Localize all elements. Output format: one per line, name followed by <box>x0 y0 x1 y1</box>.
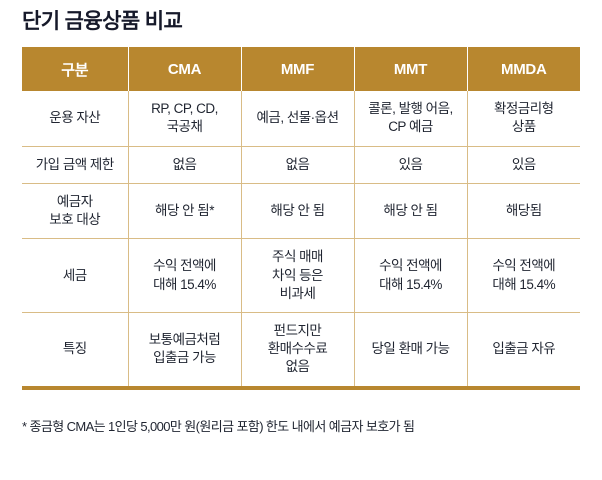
cell-mmda-r3: 해당됨 <box>467 183 580 240</box>
table-row: 가입 금액 제한 없음 없음 있음 있음 <box>22 146 580 184</box>
cell-text-line: 주식 매매 <box>272 249 323 265</box>
cell-text-line: 해당 안 됨 <box>383 203 438 219</box>
cell-text-line: 국공채 <box>166 119 203 135</box>
table-body: 운용 자산 RP, CP, CD, 국공채 예금, 선물·옵션 콜론, 발행 어음, CP… <box>22 91 580 388</box>
cell-text-line: 콜론, 발행 어음, <box>368 101 453 117</box>
short-term-financial-products-table: 구분 CMA MMF MMT MMDA 운용 자산 RP, CP, CD, 국공채 예… <box>22 47 580 390</box>
page-title: 단기 금융상품 비교 <box>22 10 183 33</box>
cell-text-line: 수익 전액에 <box>492 258 556 274</box>
row-label: 세금 <box>22 238 129 313</box>
cell-cma-r1: RP, CP, CD, 국공채 <box>128 91 242 147</box>
cell-mmda-r5: 입출금 자유 <box>467 313 580 388</box>
cell-text-line: 환매수수료 <box>267 341 328 357</box>
table-header-row: 구분 CMA MMF MMT MMDA <box>22 47 580 92</box>
row-label-line: 세금 <box>62 267 87 283</box>
table-row: 특징 보통예금처럼 입출금 가능 펀드지만 환매수수료 없음 당일 환매 가능 입출금 자유 <box>22 312 580 388</box>
cell-text-line: 입출금 가능 <box>153 350 216 366</box>
cell-mmt-r5: 당일 환매 가능 <box>354 312 468 388</box>
column-header-cma: CMA <box>128 47 242 92</box>
row-label-line: 가입 금액 제한 <box>35 156 115 172</box>
cell-text-line: 해당됨 <box>505 203 542 219</box>
footnote: * 종금형 CMA는 1인당 5,000만 원(원리금 포함) 한도 내에서 예… <box>22 418 415 434</box>
cell-mmf-r3: 해당 안 됨 <box>241 183 355 240</box>
cell-text-line: 해당 안 됨* <box>155 203 214 219</box>
cell-text-line: 있음 <box>398 156 423 172</box>
cell-text-line: 없음 <box>285 359 310 375</box>
cell-text-line: 없음 <box>172 156 197 172</box>
cell-text-line: 보통예금처럼 <box>148 332 221 348</box>
cell-text-line: CP 예금 <box>388 119 433 135</box>
column-header-category: 구분 <box>22 47 129 92</box>
cell-text-line: 확정금리형 <box>493 101 554 117</box>
cell-text-line: RP, CP, CD, <box>151 101 218 117</box>
cell-text-line: 해당 안 됨 <box>270 203 325 219</box>
cell-text-line: 있음 <box>511 156 536 172</box>
cell-text-line: 당일 환매 가능 <box>371 341 450 357</box>
cell-text-line: 펀드지만 <box>273 323 322 338</box>
table-row: 세금 수익 전액에 대해 15.4% 주식 매매 차익 등은 비과세 수익 전액에 대해 15… <box>22 238 580 313</box>
cell-text-line: 예금, 선물·옵션 <box>256 110 339 126</box>
cell-mmda-r2: 있음 <box>467 146 580 184</box>
table-row: 운용 자산 RP, CP, CD, 국공채 예금, 선물·옵션 콜론, 발행 어음, CP… <box>22 91 580 147</box>
cell-mmt-r2: 있음 <box>354 146 468 184</box>
row-label: 가입 금액 제한 <box>22 146 129 184</box>
cell-text-line: 수익 전액에 <box>153 258 216 274</box>
cell-text-line: 입출금 자유 <box>492 341 556 357</box>
row-label-line: 특징 <box>62 341 87 357</box>
cell-mmf-r1: 예금, 선물·옵션 <box>241 91 355 147</box>
row-label-line: 운용 자산 <box>49 110 101 126</box>
cell-text-line: 대해 15.4% <box>153 276 216 292</box>
column-header-mmf: MMF <box>241 47 355 92</box>
cell-text-line: 수익 전액에 <box>379 258 442 274</box>
row-label: 특징 <box>22 312 129 388</box>
cell-mmt-r1: 콜론, 발행 어음, CP 예금 <box>354 91 468 147</box>
cell-cma-r3: 해당 안 됨* <box>128 183 242 240</box>
cell-text-line: 대해 15.4% <box>379 276 442 292</box>
row-label-line: 예금자 <box>56 193 93 209</box>
table-header: 구분 CMA MMF MMT MMDA <box>22 47 580 92</box>
cell-text-line: 상품 <box>511 119 536 135</box>
row-label: 운용 자산 <box>22 91 129 147</box>
cell-text-line: 차익 등은 <box>272 267 323 283</box>
cell-text-line: 대해 15.4% <box>492 276 556 292</box>
comparison-table-container: 구분 CMA MMF MMT MMDA 운용 자산 RP, CP, CD, 국공채 예… <box>22 47 580 390</box>
cell-text-line: 비과세 <box>279 285 316 301</box>
cell-mmf-r2: 없음 <box>241 146 355 184</box>
cell-mmt-r3: 해당 안 됨 <box>354 183 468 240</box>
column-header-mmda: MMDA <box>467 47 580 92</box>
cell-cma-r2: 없음 <box>128 146 242 184</box>
cell-text-line: 없음 <box>285 156 310 172</box>
row-label-line: 보호 대상 <box>49 212 101 228</box>
column-header-mmt: MMT <box>354 47 468 92</box>
